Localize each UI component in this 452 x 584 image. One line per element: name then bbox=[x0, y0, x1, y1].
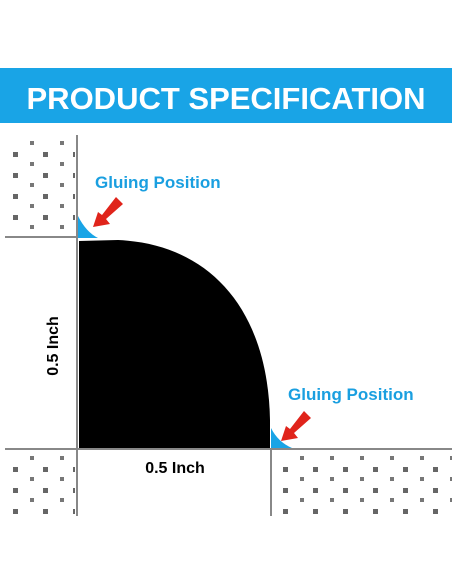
dimension-label: 0.5 Inch bbox=[45, 316, 62, 376]
texture bbox=[274, 452, 452, 514]
glue-area bbox=[78, 216, 98, 238]
glue-area bbox=[271, 428, 292, 448]
guide-lines bbox=[5, 135, 452, 516]
texture bbox=[6, 452, 75, 514]
profile-shape bbox=[79, 240, 270, 448]
banner-title: PRODUCT SPECIFICATION bbox=[27, 81, 426, 116]
annotation: Gluing Position bbox=[95, 173, 221, 192]
texture bbox=[6, 136, 75, 235]
annotation: Gluing Position bbox=[288, 385, 414, 404]
dimension-label: 0.5 Inch bbox=[145, 460, 205, 477]
banner bbox=[0, 68, 452, 123]
arrow bbox=[93, 197, 311, 441]
